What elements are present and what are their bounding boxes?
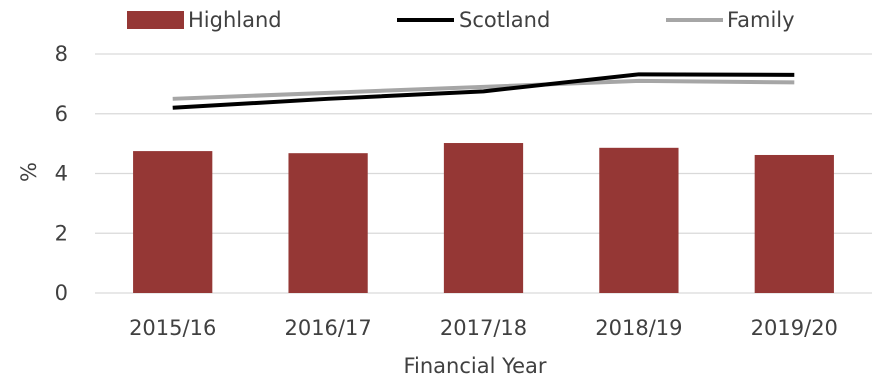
legend-item-scotland: Scotland: [397, 8, 550, 32]
x-tick-label: 2016/17: [284, 316, 371, 340]
line-scotland: [172, 72, 795, 110]
y-tick-label: 2: [55, 221, 68, 245]
legend-label: Highland: [188, 8, 282, 32]
x-tick-label: 2018/19: [595, 316, 682, 340]
legend-swatch: [127, 11, 184, 29]
y-tick-label: 6: [55, 102, 68, 126]
x-tick-label: 2017/18: [440, 316, 527, 340]
y-tick-labels: 0 2 4 6 8: [55, 42, 68, 305]
legend-label: Family: [727, 8, 795, 32]
legend-item-highland: Highland: [127, 8, 282, 32]
x-axis-title: Financial Year: [403, 354, 546, 378]
y-tick-label: 8: [55, 42, 68, 66]
legend-item-family: Family: [666, 8, 795, 32]
line-family: [172, 78, 795, 101]
legend: Highland Scotland Family: [127, 8, 795, 32]
bar-highland: [754, 154, 834, 293]
bar-highland: [599, 147, 679, 293]
legend-label: Scotland: [459, 8, 550, 32]
line-series: [172, 72, 795, 110]
x-tick-labels: 2015/16 2016/17 2017/18 2018/19 2019/20: [129, 316, 838, 340]
x-tick-label: 2019/20: [751, 316, 838, 340]
bar-series: [133, 143, 834, 293]
y-axis-title: %: [17, 162, 41, 182]
x-tick-label: 2015/16: [129, 316, 216, 340]
bar-highland: [443, 143, 524, 293]
y-tick-label: 4: [55, 162, 68, 186]
y-tick-label: 0: [55, 281, 68, 305]
bar-highland: [288, 153, 368, 293]
bar-highland: [133, 151, 213, 293]
